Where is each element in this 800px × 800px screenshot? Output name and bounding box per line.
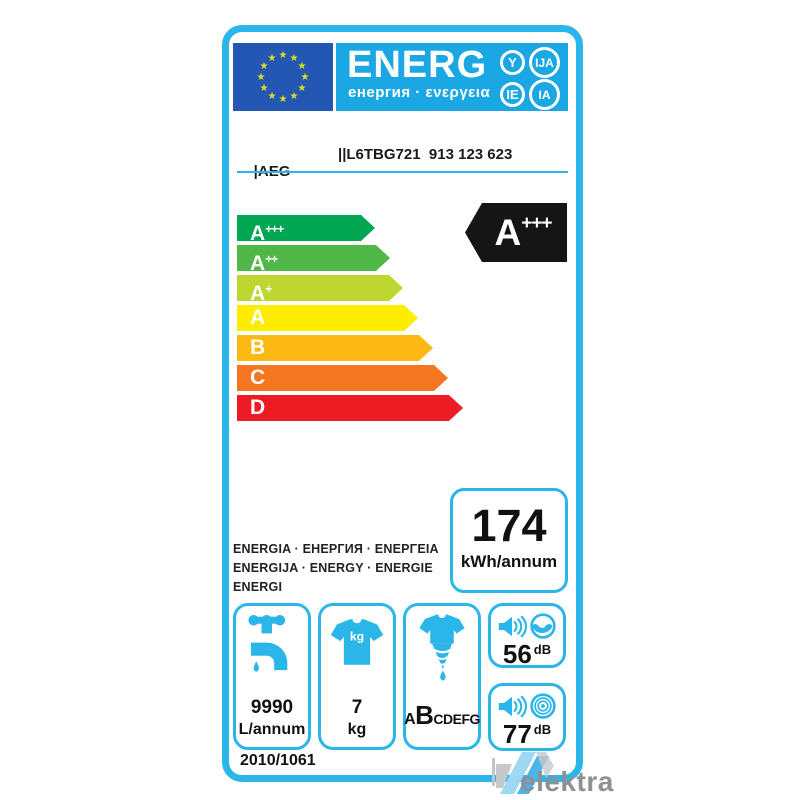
rating-arrow-c: C: [237, 365, 448, 391]
energy-words: ENERGIA · ЕНЕРГИЯ · ΕΝΕΡΓΕΙΑ ENERGIJA · …: [233, 540, 445, 597]
speaker-icon: [498, 695, 527, 717]
noise-spinning-box: 77 dB: [488, 683, 566, 751]
rating-arrow-appp: A+++: [237, 215, 375, 241]
capacity-box: kg 7 kg: [318, 603, 396, 750]
svg-text:★: ★: [279, 50, 288, 61]
energy-consumption-value: 174: [471, 500, 547, 551]
noise-spinning-value-row: 77 dB: [503, 720, 551, 749]
svg-text:★: ★: [268, 91, 277, 102]
noise-washing-box: 56 dB: [488, 603, 566, 668]
energ-suffix-circles: Y IJA IE IA: [500, 47, 560, 110]
svg-text:★: ★: [257, 72, 266, 83]
water-tap-icon: [248, 615, 288, 672]
spin-class-current: B: [415, 700, 434, 730]
water-value: 9990: [250, 696, 294, 718]
svg-text:★: ★: [290, 91, 299, 102]
svg-text:★: ★: [298, 83, 307, 94]
svg-text:★: ★: [268, 53, 277, 64]
suffix-circle-ia: IA: [529, 79, 560, 110]
energ-text: ENERG: [347, 44, 488, 86]
suffix-circle-ie: IE: [500, 82, 525, 107]
rating-badge-sup: +++: [521, 212, 552, 234]
energy-words-line1: ENERGIA · ЕНЕРГИЯ · ΕΝΕΡΓΕΙΑ: [233, 542, 439, 556]
rating-badge-grade: A: [494, 212, 522, 253]
retailer-watermark: elektra: [492, 748, 622, 800]
rating-badge: A +++: [465, 203, 567, 262]
rating-scale: A+++ A++ A+ A B C D: [237, 215, 463, 425]
elektra-logo-icon: [492, 752, 554, 794]
energ-subtitle: енергия · ενεργεια: [348, 84, 491, 101]
suffix-circle-y: Y: [500, 50, 525, 75]
wash-drum-icon: [530, 613, 556, 639]
spin-dry-icon: [419, 614, 465, 681]
model-identifier: ||L6TBG721 913 123 623: [338, 146, 513, 163]
spin-class-after: CDEFG: [433, 711, 480, 727]
eu-stars-icon: ★ ★★ ★★★ ★★★ ★★★: [257, 50, 310, 105]
energy-consumption-box: 174 kWh/annum: [450, 488, 568, 593]
divider: [237, 171, 568, 173]
energy-label: ★ ★ ★ ★ ★ ★ ★ ★ ★ ★ ★ ★ ENERG енергия · ενεργεια…: [222, 25, 583, 782]
noise-spinning-value: 77: [502, 719, 532, 749]
noise-washing-value-row: 56 dB: [503, 640, 551, 669]
capacity-unit: kg: [347, 721, 367, 739]
energy-words-line2: ENERGIJA · ENERGY · ENERGIE: [233, 561, 433, 575]
suffix-circle-ija: IJA: [529, 47, 560, 78]
spin-drum-icon: [530, 693, 556, 719]
svg-text:★: ★: [298, 61, 307, 72]
svg-text:★: ★: [260, 83, 269, 94]
noise-washing-icons: [497, 612, 557, 640]
spin-class-box: A B CDEFG: [403, 603, 481, 750]
rating-arrow-d: D: [237, 395, 463, 421]
spin-class-letters: A B CDEFG: [404, 700, 480, 731]
brand-row: |AEG ||L6TBG721 913 123 623: [237, 146, 568, 214]
regulation-number: 2010/1061: [240, 752, 316, 769]
noise-spinning-unit: dB: [533, 722, 552, 737]
water-unit: L/annum: [238, 721, 306, 739]
noise-spinning-icons: [497, 692, 557, 720]
rating-arrow-app: A++: [237, 245, 390, 271]
capacity-value: 7: [351, 696, 363, 718]
tshirt-kg-label: kg: [350, 629, 364, 643]
svg-text:★: ★: [290, 53, 299, 64]
spin-class-before: A: [404, 711, 416, 728]
svg-text:★: ★: [301, 72, 310, 83]
energ-logo: ENERG енергия · ενεργεια Y IJA IE IA: [336, 43, 568, 111]
rating-arrow-ap: A+: [237, 275, 403, 301]
water-consumption-box: 9990 L/annum: [233, 603, 311, 750]
noise-washing-unit: dB: [533, 642, 552, 657]
energy-consumption-unit: kWh/annum: [460, 552, 558, 571]
rating-arrow-b: B: [237, 335, 433, 361]
tshirt-icon: kg: [330, 619, 384, 665]
energy-words-line3: ENERGI: [233, 580, 283, 594]
svg-text:★: ★: [279, 94, 288, 105]
noise-washing-value: 56: [502, 639, 532, 669]
svg-text:★: ★: [260, 61, 269, 72]
watermark-text: elektra: [520, 766, 614, 797]
speaker-icon: [498, 615, 527, 637]
eu-flag: ★ ★ ★ ★ ★ ★ ★ ★ ★ ★ ★ ★: [233, 43, 333, 111]
rating-arrow-a: A: [237, 305, 418, 331]
